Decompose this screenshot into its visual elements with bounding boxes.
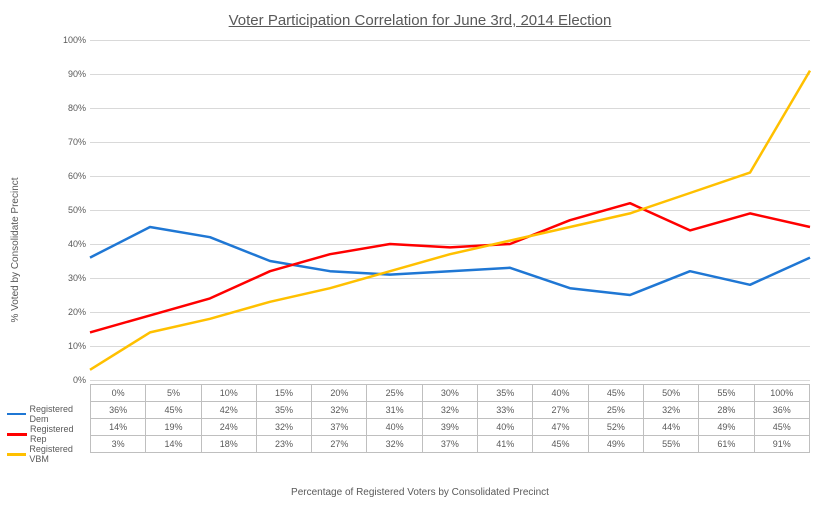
legend: Registered Dem Registered Rep Registered… [4, 384, 88, 465]
table-cell: 39% [422, 419, 477, 436]
table-cell: 3% [91, 436, 146, 453]
table-cell: 37% [312, 419, 367, 436]
table-cell: 19% [146, 419, 201, 436]
x-tick-label: 30% [422, 385, 477, 402]
legend-item-rep: Registered Rep [4, 424, 88, 444]
table-cell: 32% [422, 402, 477, 419]
table-cell: 36% [754, 402, 809, 419]
table-cell: 61% [699, 436, 754, 453]
table-cell: 37% [422, 436, 477, 453]
table-cell: 31% [367, 402, 422, 419]
table-cell: 91% [754, 436, 809, 453]
data-table: 0%5%10%15%20%25%30%35%40%45%50%55%100% 3… [90, 384, 810, 453]
x-tick-label: 55% [699, 385, 754, 402]
series-line [90, 227, 810, 295]
table-cell: 14% [91, 419, 146, 436]
table-cell: 23% [256, 436, 311, 453]
legend-swatch-dem [7, 413, 26, 416]
x-tick-label: 5% [146, 385, 201, 402]
series-line [90, 71, 810, 370]
table-cell: 45% [146, 402, 201, 419]
table-cell: 35% [256, 402, 311, 419]
table-cell: 47% [533, 419, 588, 436]
y-tick-label: 40% [52, 239, 86, 249]
table-cell: 45% [754, 419, 809, 436]
table-cell: 45% [533, 436, 588, 453]
legend-swatch-vbm [7, 453, 26, 456]
legend-label-dem: Registered Dem [29, 404, 87, 424]
chart-container: Voter Participation Correlation for June… [0, 0, 840, 506]
y-tick-label: 50% [52, 205, 86, 215]
legend-label-rep: Registered Rep [30, 424, 87, 444]
series-line [90, 203, 810, 332]
y-tick-label: 60% [52, 171, 86, 181]
table-cell: 42% [201, 402, 256, 419]
table-cell: 27% [533, 402, 588, 419]
table-cell: 27% [312, 436, 367, 453]
table-cell: 25% [588, 402, 643, 419]
table-cell: 52% [588, 419, 643, 436]
table-cell: 32% [256, 419, 311, 436]
x-tick-label: 100% [754, 385, 809, 402]
legend-item-dem: Registered Dem [4, 404, 88, 424]
y-tick-label: 80% [52, 103, 86, 113]
y-tick-label: 70% [52, 137, 86, 147]
y-axis-label: % Voted by Consolidate Precinct [10, 177, 21, 322]
table-cell: 32% [643, 402, 698, 419]
line-svg [90, 40, 810, 380]
table-cell: 32% [367, 436, 422, 453]
table-cell: 41% [478, 436, 533, 453]
chart-title: Voter Participation Correlation for June… [0, 12, 840, 29]
x-tick-label: 0% [91, 385, 146, 402]
legend-label-vbm: Registered VBM [29, 444, 87, 464]
legend-item-vbm: Registered VBM [4, 444, 88, 464]
x-tick-label: 45% [588, 385, 643, 402]
x-tick-label: 15% [256, 385, 311, 402]
x-tick-label: 25% [367, 385, 422, 402]
table-cell: 55% [643, 436, 698, 453]
table-row-vbm: 3%14%18%23%27%32%37%41%45%49%55%61%91% [91, 436, 810, 453]
table-cell: 28% [699, 402, 754, 419]
y-tick-label: 20% [52, 307, 86, 317]
table-row-rep: 14%19%24%32%37%40%39%40%47%52%44%49%45% [91, 419, 810, 436]
table-cell: 49% [588, 436, 643, 453]
y-tick-label: 10% [52, 341, 86, 351]
plot-area: 0%10%20%30%40%50%60%70%80%90%100% [90, 40, 810, 380]
x-tick-label: 35% [478, 385, 533, 402]
legend-swatch-rep [7, 433, 27, 436]
table-cell: 33% [478, 402, 533, 419]
x-axis-label: Percentage of Registered Voters by Conso… [0, 487, 840, 498]
table-cell: 32% [312, 402, 367, 419]
y-tick-label: 90% [52, 69, 86, 79]
x-tick-label: 10% [201, 385, 256, 402]
y-tick-label: 100% [52, 35, 86, 45]
x-tick-label: 20% [312, 385, 367, 402]
y-tick-label: 30% [52, 273, 86, 283]
table-cell: 18% [201, 436, 256, 453]
table-cell: 49% [699, 419, 754, 436]
table-cell: 36% [91, 402, 146, 419]
table-header-row: 0%5%10%15%20%25%30%35%40%45%50%55%100% [91, 385, 810, 402]
table-row-dem: 36%45%42%35%32%31%32%33%27%25%32%28%36% [91, 402, 810, 419]
table-cell: 24% [201, 419, 256, 436]
gridline [90, 380, 810, 381]
table-cell: 44% [643, 419, 698, 436]
x-tick-label: 50% [643, 385, 698, 402]
table-cell: 40% [478, 419, 533, 436]
table-cell: 40% [367, 419, 422, 436]
table-cell: 14% [146, 436, 201, 453]
x-tick-label: 40% [533, 385, 588, 402]
